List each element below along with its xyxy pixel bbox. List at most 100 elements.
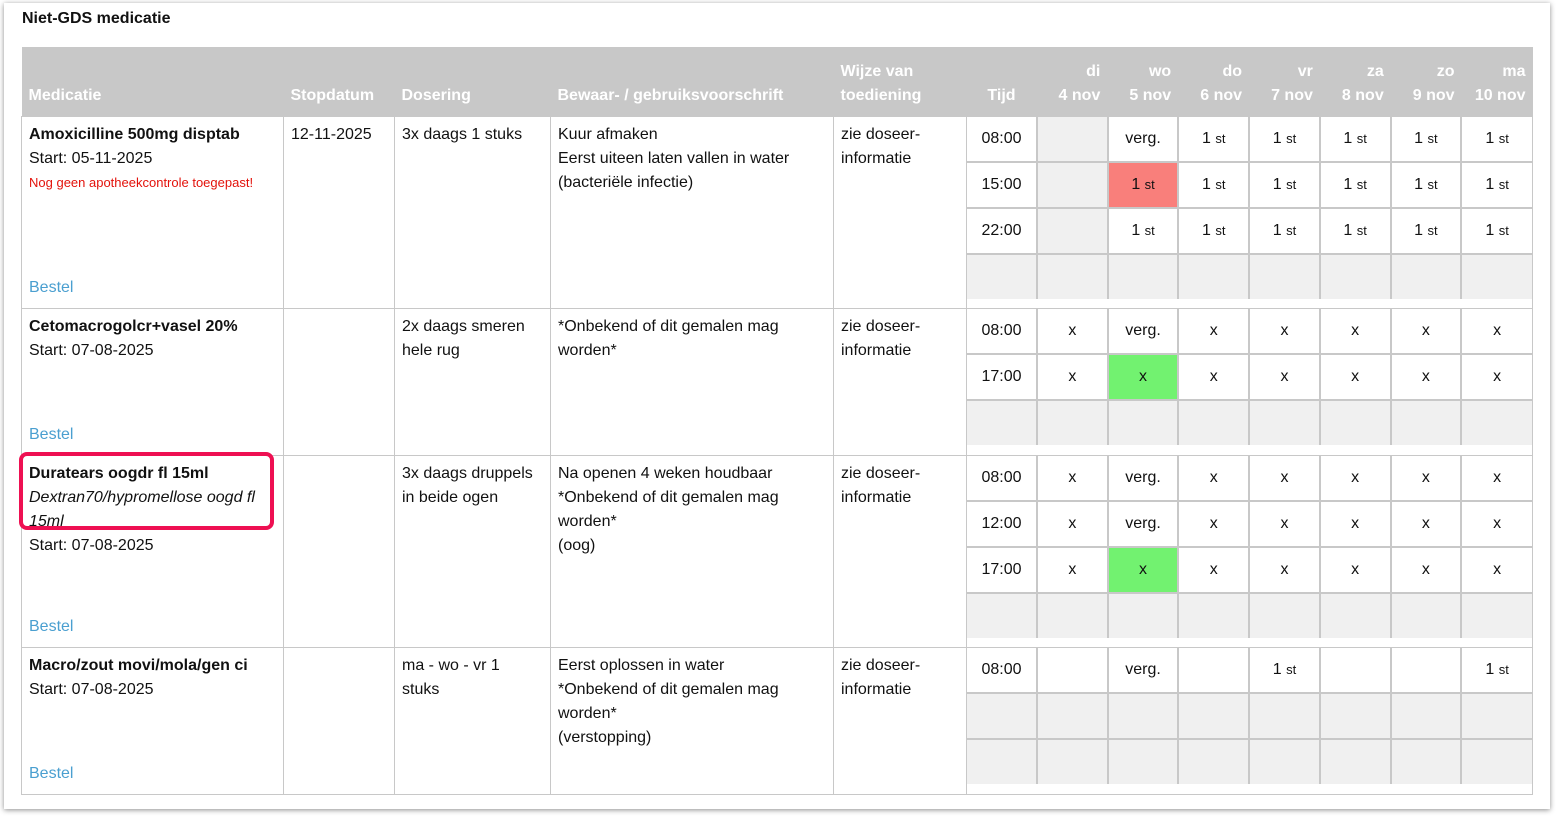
dose-cell[interactable] — [1036, 648, 1109, 694]
dose-cell[interactable]: x — [1460, 546, 1532, 594]
dose-cell[interactable]: verg. — [1106, 648, 1180, 694]
dose-value: x — [1068, 515, 1077, 532]
dose-empty-cell — [1036, 592, 1109, 638]
dose-cell[interactable]: x — [1389, 309, 1463, 355]
dose-cell[interactable]: x — [1318, 456, 1392, 502]
dose-cell[interactable]: 1 st — [1248, 117, 1321, 163]
dose-cell[interactable]: x — [1177, 500, 1251, 548]
dose-cell[interactable]: x — [1460, 456, 1532, 502]
dose-cell[interactable]: verg. — [1106, 117, 1180, 163]
dose-cell[interactable]: x — [1389, 500, 1463, 548]
dose-cell[interactable] — [1036, 207, 1109, 255]
dose-empty-cell — [1248, 738, 1321, 784]
header-tijd: Tijd — [987, 87, 1016, 104]
dose-cell[interactable]: x — [1248, 456, 1321, 502]
dose-cell[interactable]: 1 st — [1460, 207, 1532, 255]
dose-cell[interactable]: x — [1036, 456, 1109, 502]
order-link[interactable]: Bestel — [29, 618, 74, 635]
dose-unit: st — [1498, 177, 1509, 192]
dose-cell[interactable]: 1 st — [1177, 117, 1251, 163]
dose-empty-row — [967, 253, 1532, 299]
stopdatum-cell: 12-11-2025 — [283, 116, 395, 309]
order-link[interactable]: Bestel — [29, 426, 74, 443]
dose-cell[interactable]: x — [1177, 353, 1251, 401]
dose-cell[interactable]: x — [1106, 546, 1180, 594]
dose-time-row: 08:00 verg. 1 st 1 st 1 st 1 st 1 st — [967, 117, 1532, 163]
order-link[interactable]: Bestel — [29, 279, 74, 296]
dose-value: x — [1068, 368, 1077, 385]
medication-generic-name: Dextran70/hypromellose oogd fl 15ml — [29, 489, 255, 530]
dose-cell[interactable]: x — [1460, 353, 1532, 401]
dose-cell[interactable]: x — [1036, 500, 1109, 548]
header-voorschrift: Bewaar- / gebruiksvoorschrift — [550, 47, 834, 117]
dose-cell[interactable]: 1 st — [1460, 648, 1532, 694]
dose-cell[interactable] — [1036, 161, 1109, 209]
wijze-cell: zie doseer- informatie — [833, 647, 967, 795]
dose-cell[interactable] — [1177, 648, 1251, 694]
dose-cell[interactable]: x — [1036, 546, 1109, 594]
dose-empty-row — [967, 738, 1532, 784]
dose-cell[interactable]: x — [1177, 546, 1251, 594]
dose-value: x — [1209, 515, 1218, 532]
dose-cell[interactable]: x — [1318, 353, 1392, 401]
dose-cell[interactable]: x — [1106, 353, 1180, 401]
dose-cell[interactable]: x — [1248, 309, 1321, 355]
dose-time-row: 08:00 x verg. x x x x x — [967, 456, 1532, 502]
order-link[interactable]: Bestel — [29, 765, 74, 782]
dose-cell[interactable]: x — [1248, 353, 1321, 401]
dose-cell[interactable]: x — [1318, 500, 1392, 548]
dose-cell[interactable]: x — [1177, 456, 1251, 502]
dose-cell[interactable]: x — [1318, 546, 1392, 594]
dose-cell[interactable]: 1 st — [1177, 207, 1251, 255]
dose-cell[interactable]: 1 st — [1177, 161, 1251, 209]
dose-cell[interactable]: 1 st — [1460, 117, 1532, 163]
dose-cell[interactable]: 1 st — [1248, 207, 1321, 255]
dose-cell[interactable]: x — [1177, 309, 1251, 355]
dose-time: 12:00 — [967, 500, 1038, 548]
dose-cell[interactable]: 1 st — [1248, 648, 1321, 694]
dose-value: x — [1421, 515, 1430, 532]
dose-cell[interactable]: verg. — [1106, 500, 1180, 548]
dose-cell[interactable]: 1 st — [1389, 117, 1463, 163]
medication-row: Duratears oogdr fl 15ml Dextran70/hyprome… — [21, 455, 1533, 648]
dose-cell[interactable]: x — [1389, 456, 1463, 502]
dose-schedule: 08:00 verg. 1 st 1 st — [967, 648, 1532, 784]
dose-cell[interactable] — [1389, 648, 1463, 694]
dose-value: x — [1280, 515, 1289, 532]
dose-value: 1 — [1343, 176, 1353, 193]
dose-value: 1 — [1272, 176, 1282, 193]
dose-cell[interactable]: 1 st — [1106, 161, 1180, 209]
dose-cell[interactable]: x — [1460, 500, 1532, 548]
dose-value: verg. — [1125, 661, 1161, 678]
dose-cell[interactable]: x — [1389, 353, 1463, 401]
dose-unit: st — [1498, 131, 1509, 146]
dose-value: x — [1280, 322, 1289, 339]
dose-cell[interactable]: 1 st — [1460, 161, 1532, 209]
dose-cell[interactable]: 1 st — [1248, 161, 1321, 209]
dose-cell[interactable]: x — [1248, 546, 1321, 594]
dose-cell[interactable]: 1 st — [1318, 117, 1392, 163]
dose-cell[interactable]: 1 st — [1106, 207, 1180, 255]
dose-cell[interactable] — [1036, 117, 1109, 163]
dose-cell[interactable]: x — [1318, 309, 1392, 355]
dose-cell[interactable]: 1 st — [1389, 161, 1463, 209]
dose-cell[interactable]: 1 st — [1318, 207, 1392, 255]
dose-cell[interactable] — [1318, 648, 1392, 694]
dose-empty-cell — [1177, 399, 1251, 445]
dose-cell[interactable]: x — [1036, 309, 1109, 355]
dose-empty-cell — [1106, 592, 1180, 638]
medication-start-date: Start: 07-08-2025 — [29, 681, 154, 698]
dose-cell[interactable]: 1 st — [1318, 161, 1392, 209]
dose-cell[interactable]: x — [1248, 500, 1321, 548]
dose-cell[interactable]: 1 st — [1389, 207, 1463, 255]
dose-cell[interactable]: x — [1036, 353, 1109, 401]
dose-empty-cell — [1177, 253, 1251, 299]
dose-cell[interactable]: verg. — [1106, 309, 1180, 355]
medication-row: Cetomacrogolcr+vasel 20% Start: 07-08-202… — [21, 308, 1533, 456]
dose-unit: st — [1144, 177, 1155, 192]
dose-cell[interactable]: x — [1460, 309, 1532, 355]
dose-empty-cell — [967, 592, 1038, 638]
dose-cell[interactable]: verg. — [1106, 456, 1180, 502]
dose-value: x — [1068, 322, 1077, 339]
dose-cell[interactable]: x — [1389, 546, 1463, 594]
